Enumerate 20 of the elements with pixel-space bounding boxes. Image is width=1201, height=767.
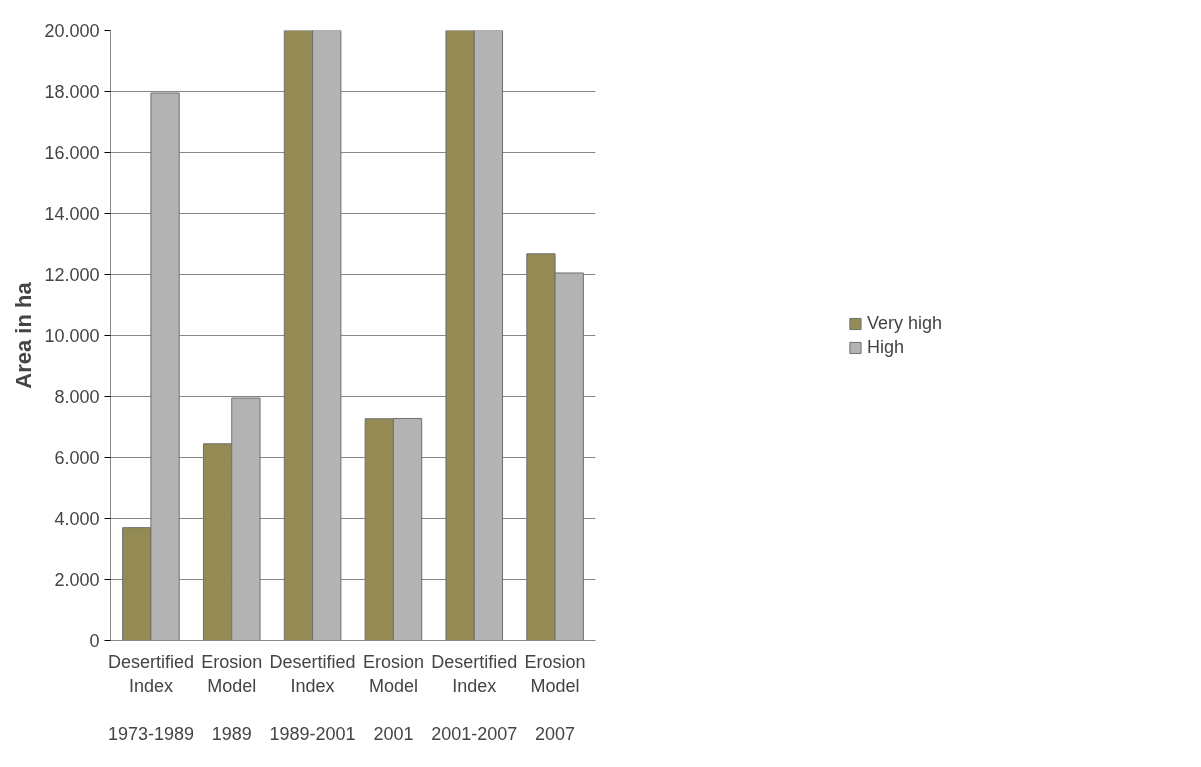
category-label: Erosion Model 2001	[362, 651, 424, 744]
legend-label: High	[866, 336, 904, 358]
y-tick-label: 20.000	[44, 21, 100, 41]
y-tick-label: 4.000	[54, 509, 100, 529]
category-label: Desertified Index 2001-2007	[431, 651, 518, 744]
y-tick-label: 8.000	[54, 387, 100, 407]
category-label: Erosion Model 1989	[201, 651, 263, 744]
category-label: Desertified Index 1989-2001	[269, 651, 356, 744]
y-tick-label: 14.000	[44, 204, 100, 224]
y-tick-label: 18.000	[44, 82, 100, 102]
category-label: Erosion Model 2007	[524, 651, 586, 744]
y-tick-label: 6.000	[54, 448, 100, 468]
y-tick-label: 12.000	[44, 265, 100, 285]
y-tick-label: 10.000	[44, 326, 100, 346]
category-label: Desertified Index 1973-1989	[107, 651, 194, 744]
y-axis-title: Area in ha	[11, 281, 37, 389]
legend-label: Very high	[866, 312, 943, 334]
y-tick-label: 2.000	[54, 570, 100, 590]
y-tick-label: 16.000	[44, 143, 100, 163]
y-tick-label: 0	[89, 631, 100, 651]
